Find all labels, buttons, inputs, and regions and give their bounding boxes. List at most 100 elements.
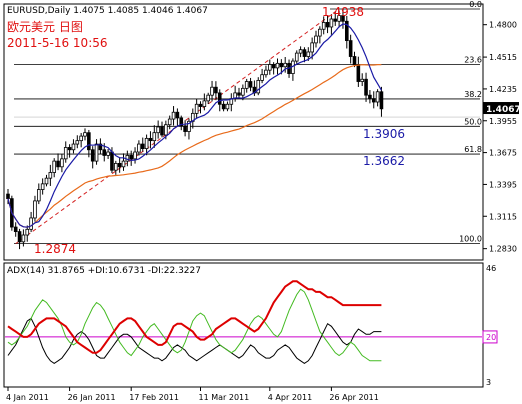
candle-body: [283, 62, 287, 68]
candle: [148, 131, 153, 149]
candle-body: [106, 151, 110, 156]
price-tick-label: 1.3955: [489, 117, 517, 126]
candle-body: [171, 111, 176, 120]
candle-body: [156, 126, 160, 134]
candle-body: [221, 103, 226, 110]
candle: [279, 59, 284, 75]
candle-body: [25, 228, 30, 236]
time-axis: 4 Jan 2011 26 Jan 2011 17 Feb 2011 11 Mar 2…: [6, 387, 379, 402]
price-tick-label: 1.4515: [489, 53, 517, 62]
candle: [256, 77, 261, 96]
candle-body: [44, 177, 49, 185]
candle-body: [179, 117, 184, 127]
candle: [79, 132, 83, 148]
candle-body: [71, 143, 76, 151]
candle-body: [6, 193, 10, 200]
candle: [144, 134, 149, 156]
price-tick-label: 1.3115: [489, 212, 517, 221]
candle-body: [310, 42, 314, 53]
candle-body: [129, 155, 134, 160]
candle: [160, 121, 164, 138]
adx-line: [7, 280, 382, 354]
candle: [152, 125, 157, 148]
price-tick-label: 1.3395: [489, 180, 517, 189]
candle: [94, 139, 99, 165]
candle: [298, 46, 303, 58]
candle-body: [102, 149, 107, 156]
candle: [302, 47, 307, 63]
candle-body: [210, 86, 214, 96]
candle: [140, 137, 145, 152]
candle: [206, 92, 211, 105]
candle: [40, 178, 45, 195]
candle: [60, 154, 64, 173]
candle: [187, 118, 191, 140]
time-tick-label: 4 Jan 2011: [6, 393, 49, 402]
current-price-label: 1.4067: [486, 105, 521, 115]
candle: [171, 106, 176, 126]
candle: [17, 228, 22, 250]
candle-body: [52, 160, 56, 173]
candle-body: [379, 91, 384, 110]
candle: [337, 10, 341, 28]
candle: [48, 164, 53, 186]
ma-fast-line: [7, 23, 382, 228]
candle-body: [337, 15, 341, 22]
candle: [83, 128, 87, 141]
candle-body: [225, 103, 230, 110]
candle-body: [341, 15, 345, 22]
candle: [129, 150, 134, 166]
current-price-tag: [483, 102, 519, 115]
candle-body: [75, 140, 80, 145]
candle-body: [33, 200, 37, 219]
candle: [371, 91, 376, 109]
time-tick-label: 17 Feb 2011: [129, 393, 179, 402]
candle-body: [175, 111, 180, 119]
candle-body: [56, 160, 60, 168]
ma-slow-line: [7, 63, 382, 228]
symbol-header: EURUSD,Daily 1.4075 1.4085 1.4046 1.4067: [7, 6, 208, 16]
candle-body: [114, 162, 118, 171]
candle: [225, 101, 230, 112]
adx-tick-label: 46: [486, 264, 496, 273]
time-tick-label: 26 Jan 2011: [68, 393, 116, 402]
candle: [133, 147, 137, 164]
candle: [248, 77, 253, 92]
adx-tick-label: 3: [486, 378, 491, 387]
candle: [44, 174, 49, 187]
candle-body: [187, 120, 191, 132]
adx-header: ADX(14) 31.8765 +DI:10.6731 -DI:22.3227: [7, 266, 201, 276]
candle-body: [164, 124, 168, 136]
candle: [210, 80, 214, 102]
candle-body: [318, 28, 322, 37]
candle: [283, 56, 287, 73]
candle: [321, 16, 326, 35]
candle-body: [152, 132, 157, 142]
candle-body: [275, 62, 280, 69]
candle: [114, 160, 118, 175]
candle-body: [256, 79, 261, 94]
time-tick-label: 11 Mar 2011: [199, 393, 250, 402]
price-tick-label: 1.4800: [489, 21, 517, 30]
candle: [294, 50, 299, 64]
candle-body: [371, 98, 376, 103]
candle: [13, 222, 18, 237]
candle-body: [214, 86, 218, 94]
candle: [271, 62, 276, 75]
chart-datetime: 2011-5-16 10:56: [7, 36, 108, 50]
candle-body: [37, 189, 41, 202]
adx-tick-label: 20: [486, 333, 496, 342]
chart-title-cn: 欧元美元 日图: [7, 20, 83, 34]
candle-body: [148, 137, 153, 142]
fib618-annotation: 1.3662: [363, 154, 405, 168]
candle: [87, 129, 91, 158]
high-annotation: 1.4938: [322, 5, 364, 19]
candle-body: [17, 231, 22, 243]
candle-body: [90, 149, 95, 162]
minus-di-line: [7, 317, 382, 365]
time-tick-label: 4 Apr 2011: [268, 393, 312, 402]
candle-body: [60, 158, 64, 168]
candle-body: [306, 51, 311, 57]
